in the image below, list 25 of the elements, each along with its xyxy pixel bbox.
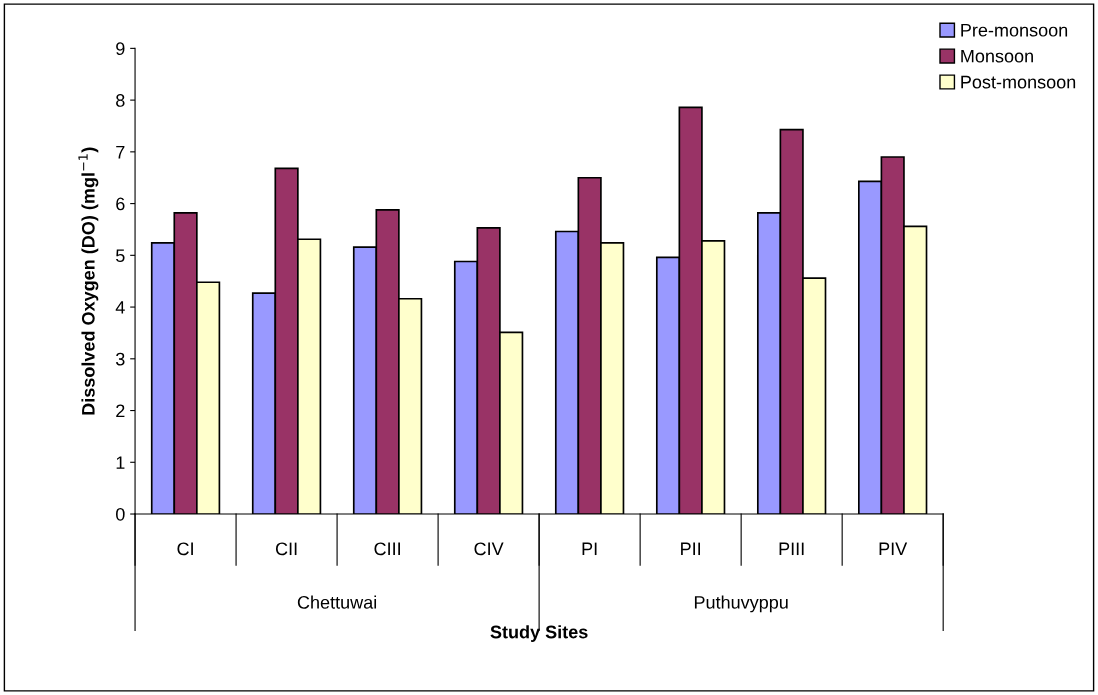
y-tick-label: 5 — [116, 249, 125, 263]
x-tick-label: PI — [582, 542, 597, 556]
x-tick-label: CI — [177, 542, 193, 556]
x-tick-label: PIV — [879, 542, 908, 556]
y-tick-label: 6 — [116, 197, 125, 211]
legend-label: Monsoon — [961, 49, 1033, 63]
legend-label: Pre-monsoon — [961, 23, 1068, 37]
y-tick-label: 3 — [115, 352, 125, 366]
x-tick-label: CII — [275, 542, 297, 556]
y-tick-label: 0 — [116, 507, 125, 521]
y-tick-label: 1 — [116, 456, 125, 469]
y-tick-label: 8 — [116, 94, 125, 107]
legend-label: Post-monsoon — [961, 75, 1076, 89]
text: Chettuwai — [297, 595, 377, 609]
y-tick-label: 7 — [116, 145, 125, 159]
y-tick-label: 4 — [115, 301, 125, 314]
x-tick-label: PIII — [779, 542, 804, 556]
y-tick-label: 9 — [116, 42, 125, 56]
y-tick-label: 2 — [116, 404, 125, 418]
x-tick-label: PII — [681, 542, 701, 556]
x-axis-title: Study Sites — [490, 625, 588, 642]
text: Puthuvyppu — [694, 595, 788, 613]
x-tick-label: CIV — [474, 542, 504, 556]
y-axis-title: Dissolved Oxygen (DO) (mgl$^{−1}$) — [78, 147, 99, 415]
x-tick-label: CIII — [374, 542, 400, 556]
